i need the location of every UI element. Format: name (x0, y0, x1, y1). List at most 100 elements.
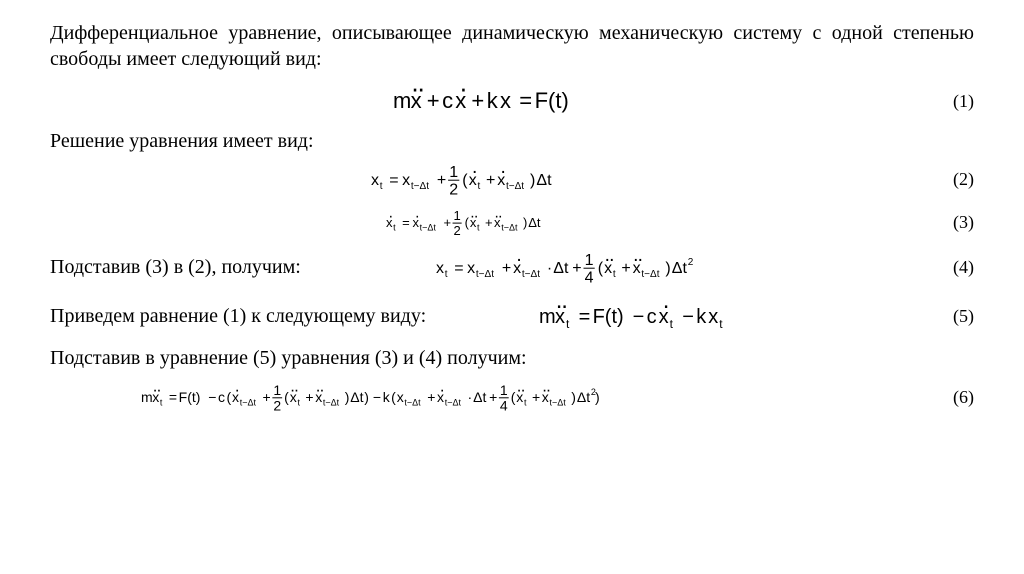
equation-2-row: xt=xt−Δt+12(x.t+x.t−Δt)Δt (2) (50, 159, 974, 199)
svg-text:.: . (418, 68, 425, 98)
equation-number-5: (5) (924, 306, 974, 327)
svg-text:t−Δt: t−Δt (420, 222, 437, 232)
svg-text:Δt: Δt (473, 389, 486, 405)
equation-2: xt=xt−Δt+12(x.t+x.t−Δt)Δt (70, 159, 924, 199)
svg-text:Δt: Δt (577, 389, 590, 405)
svg-text:.: . (472, 157, 477, 178)
svg-text:+: + (305, 389, 313, 405)
equation-4-row: Подставив (3) в (2), получим: xt=xt−Δt+x… (50, 247, 974, 287)
svg-text:x: x (468, 260, 476, 277)
equation-number-3: (3) (924, 212, 974, 233)
svg-text:+: + (471, 88, 484, 113)
svg-text:−: − (682, 306, 694, 328)
equation-number-1: (1) (924, 91, 974, 112)
svg-text:.: . (460, 68, 467, 98)
svg-text:=: = (519, 88, 532, 113)
svg-text:Δt: Δt (536, 172, 552, 189)
svg-text:.: . (610, 245, 615, 266)
svg-text:t: t (670, 317, 674, 331)
svg-text:1: 1 (273, 382, 281, 398)
svg-text:.: . (561, 287, 568, 314)
svg-text:t: t (380, 181, 383, 192)
svg-text:(: ( (598, 260, 604, 277)
svg-text:=: = (169, 389, 177, 405)
svg-text:=: = (402, 215, 410, 230)
svg-text:t: t (393, 222, 396, 232)
svg-text:): ) (666, 260, 671, 277)
equation-5: mx..t=F(t)−cx.t−kxt (426, 301, 924, 331)
svg-text:c: c (218, 389, 225, 405)
svg-text:t: t (719, 317, 723, 331)
svg-text:t: t (445, 269, 448, 280)
equation-5-row: Приведем равнение (1) к следующему виду:… (50, 301, 974, 331)
svg-text:(: ( (391, 389, 396, 405)
svg-text:+: + (485, 215, 493, 230)
svg-text:.: . (389, 204, 393, 221)
svg-text:−: − (208, 389, 216, 405)
svg-text:t−Δt: t−Δt (476, 269, 494, 280)
svg-text:.: . (521, 377, 526, 396)
svg-text:1: 1 (585, 252, 594, 269)
svg-text:): ) (523, 215, 527, 230)
svg-text:.: . (517, 245, 522, 266)
equation-6: mx..t=F(t)−c(x.t−Δt+12(x..t+x..t−Δt)Δt)−… (70, 376, 924, 418)
svg-text:t−Δt: t−Δt (506, 181, 524, 192)
svg-text:c: c (442, 88, 453, 113)
svg-text:t: t (477, 222, 480, 232)
svg-text:.: . (546, 377, 551, 396)
svg-text:4: 4 (500, 397, 508, 413)
svg-text:Δt: Δt (528, 215, 541, 230)
svg-text:.: . (440, 377, 445, 396)
svg-text:1: 1 (500, 382, 508, 398)
svg-text:Δt: Δt (554, 260, 570, 277)
equation-3: x.t=x.t−Δt+12(x..t+x..t−Δt)Δt (70, 205, 924, 239)
subst-32-text: Подставив (3) в (2), получим: (50, 256, 301, 279)
svg-text:4: 4 (585, 270, 594, 287)
svg-text:t−Δt: t−Δt (404, 398, 421, 408)
svg-text:x: x (436, 260, 444, 277)
svg-text:+: + (443, 215, 451, 230)
svg-text:t: t (297, 398, 300, 408)
equation-1: mx..+cx.+kx=F(t) (70, 86, 924, 116)
equation-number-6: (6) (924, 387, 974, 408)
svg-text:.: . (498, 204, 502, 221)
svg-text:=: = (579, 306, 591, 328)
equation-number-2: (2) (924, 169, 974, 190)
svg-text:): ) (571, 389, 576, 405)
svg-text:+: + (489, 389, 497, 405)
svg-text:+: + (427, 389, 435, 405)
svg-text:t−Δt: t−Δt (549, 398, 566, 408)
svg-text:.: . (157, 377, 162, 396)
svg-text:−: − (373, 389, 381, 405)
svg-text:=: = (389, 172, 398, 189)
svg-text:(: ( (511, 389, 516, 405)
svg-text:.: . (500, 157, 505, 178)
svg-text:): ) (530, 172, 535, 189)
svg-text:+: + (427, 88, 440, 113)
svg-text:Δt: Δt (350, 389, 363, 405)
svg-text:m: m (393, 88, 411, 113)
svg-text:F(t): F(t) (179, 389, 201, 405)
svg-text:k: k (383, 389, 391, 405)
svg-text:t: t (524, 398, 527, 408)
svg-text:): ) (595, 389, 600, 405)
svg-text:m: m (539, 306, 556, 328)
svg-text:.: . (474, 204, 478, 221)
svg-text:(: ( (226, 389, 231, 405)
svg-text:2: 2 (453, 223, 460, 238)
equation-3-row: x.t=x.t−Δt+12(x..t+x..t−Δt)Δt (3) (50, 205, 974, 239)
svg-text:k: k (696, 306, 707, 328)
svg-text:t−Δt: t−Δt (323, 398, 340, 408)
svg-text:x: x (500, 88, 511, 113)
svg-text:m: m (141, 389, 153, 405)
equation-6-row: mx..t=F(t)−c(x.t−Δt+12(x..t+x..t−Δt)Δt)−… (50, 376, 974, 418)
svg-text:t: t (160, 398, 163, 408)
svg-text:2: 2 (273, 397, 281, 413)
svg-text:x: x (371, 172, 379, 189)
svg-text:): ) (345, 389, 350, 405)
svg-text:+: + (437, 172, 446, 189)
svg-text:): ) (364, 389, 369, 405)
svg-text:−: − (633, 306, 645, 328)
svg-text:x: x (402, 172, 410, 189)
svg-text:·: · (468, 389, 473, 405)
